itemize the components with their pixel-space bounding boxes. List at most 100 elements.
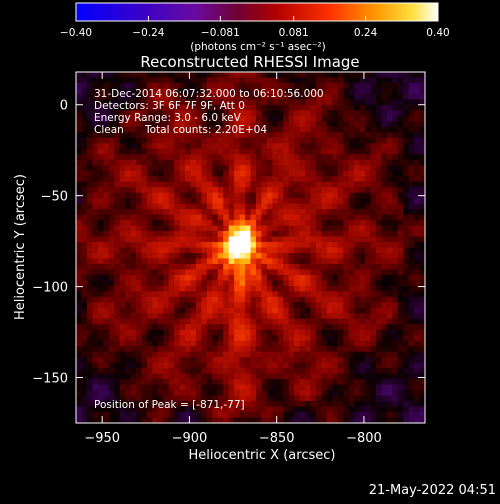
heatmap-cell <box>337 214 344 221</box>
heatmap-cell <box>152 269 159 276</box>
heatmap-cell <box>370 258 377 265</box>
heatmap-cell <box>223 362 230 369</box>
heatmap-cell <box>190 247 197 254</box>
heatmap-cell <box>310 247 317 254</box>
heatmap-cell <box>103 401 110 408</box>
heatmap-cell <box>277 335 284 342</box>
heatmap-cell <box>245 417 252 423</box>
heatmap-cell <box>228 110 235 117</box>
heatmap-cell <box>294 384 301 391</box>
heatmap-cell <box>168 121 175 128</box>
heatmap-cell <box>348 285 355 292</box>
heatmap-cell <box>201 384 208 391</box>
heatmap-cell <box>332 220 339 227</box>
heatmap-cell <box>108 296 115 303</box>
heatmap-cell <box>146 285 153 292</box>
heatmap-cell <box>81 357 88 364</box>
heatmap-cell <box>359 121 366 128</box>
heatmap-cell <box>223 401 230 408</box>
heatmap-cell <box>315 395 322 402</box>
heatmap-cell <box>408 368 415 375</box>
heatmap-cell <box>408 176 415 183</box>
heatmap-cell <box>174 214 181 221</box>
heatmap-cell <box>190 324 197 331</box>
heatmap-cell <box>245 406 252 413</box>
heatmap-cell <box>365 159 372 166</box>
heatmap-cell <box>315 93 322 101</box>
heatmap-cell <box>190 77 197 84</box>
heatmap-cell <box>114 121 121 128</box>
heatmap-cell <box>146 379 153 386</box>
heatmap-cell <box>294 395 301 402</box>
heatmap-cell <box>152 357 159 364</box>
heatmap-cell <box>375 340 382 347</box>
heatmap-cell <box>348 280 355 287</box>
heatmap-cell <box>76 368 83 375</box>
heatmap-cell <box>190 258 197 265</box>
heatmap-cell <box>343 390 350 397</box>
heatmap-cell <box>266 126 273 133</box>
heatmap-cell <box>114 412 121 419</box>
heatmap-cell <box>163 285 170 292</box>
heatmap-cell <box>321 225 328 232</box>
heatmap-cell <box>163 170 170 177</box>
heatmap-cell <box>419 395 425 402</box>
heatmap-cell <box>86 170 93 177</box>
heatmap-cell <box>332 225 339 232</box>
heatmap-cell <box>386 384 393 391</box>
heatmap-cell <box>283 88 290 95</box>
heatmap-cell <box>195 236 203 243</box>
heatmap-cell <box>174 231 181 238</box>
heatmap-cell <box>217 291 224 298</box>
heatmap-cell <box>261 329 268 336</box>
heatmap-cell <box>277 302 284 309</box>
heatmap-cell <box>392 313 399 320</box>
heatmap-cell <box>223 346 230 353</box>
heatmap-cell <box>152 280 159 287</box>
heatmap-cell <box>239 346 246 353</box>
heatmap-cell <box>299 296 306 303</box>
heatmap-cell <box>294 340 301 347</box>
heatmap-cell <box>157 368 164 375</box>
heatmap-cell <box>359 252 366 260</box>
heatmap-cell <box>299 324 306 331</box>
heatmap-cell <box>315 390 322 397</box>
heatmap-cell <box>108 231 115 238</box>
heatmap-cell <box>195 104 203 111</box>
heatmap-cell <box>239 384 246 391</box>
heatmap-cell <box>288 110 295 117</box>
heatmap-cell <box>337 220 344 227</box>
heatmap-cell <box>370 313 377 320</box>
heatmap-cell <box>359 335 366 342</box>
heatmap-cell <box>97 165 104 172</box>
heatmap-cell <box>392 231 399 238</box>
heatmap-cell <box>326 187 333 194</box>
heatmap-cell <box>146 209 153 216</box>
heatmap-cell <box>234 247 241 254</box>
heatmap-cell <box>332 115 339 122</box>
heatmap-cell <box>130 170 137 177</box>
heatmap-cell <box>212 351 219 358</box>
heatmap-cell <box>414 335 421 342</box>
heatmap-cell <box>103 209 110 216</box>
heatmap-cell <box>408 351 415 358</box>
heatmap-cell <box>255 203 262 210</box>
heatmap-cell <box>337 401 344 408</box>
heatmap-cell <box>375 362 382 369</box>
heatmap-cell <box>125 368 132 375</box>
heatmap-cell <box>315 252 322 260</box>
heatmap-cell <box>201 203 208 210</box>
heatmap-cell <box>228 192 235 199</box>
heatmap-cell <box>97 417 104 423</box>
heatmap-cell <box>288 82 295 90</box>
heatmap-cell <box>381 357 388 364</box>
heatmap-cell <box>76 252 83 260</box>
heatmap-cell <box>250 351 257 358</box>
heatmap-cell <box>261 132 268 139</box>
heatmap-cell <box>288 335 295 342</box>
heatmap-cell <box>365 115 372 122</box>
heatmap-cell <box>250 412 257 419</box>
heatmap-cell <box>103 324 110 331</box>
heatmap-cell <box>201 285 208 292</box>
heatmap-cell <box>92 346 99 353</box>
